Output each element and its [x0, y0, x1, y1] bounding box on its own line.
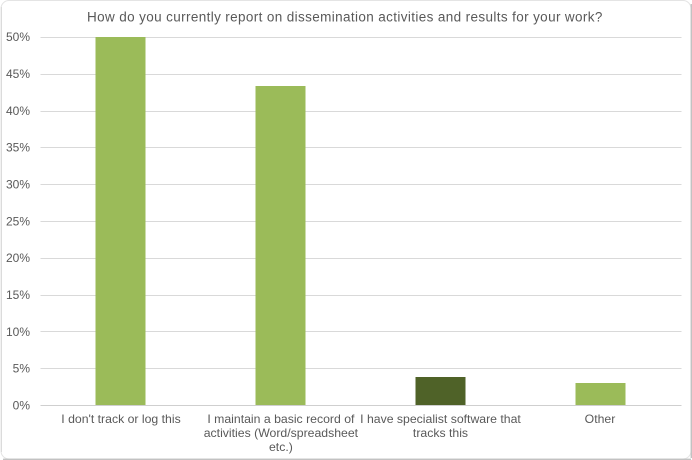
svg-text:40%: 40% — [6, 104, 30, 118]
svg-text:I maintain a basic record of: I maintain a basic record of — [207, 412, 355, 426]
svg-text:How do you currently report on: How do you currently report on dissemina… — [87, 9, 603, 24]
svg-text:0%: 0% — [13, 399, 31, 413]
svg-text:10%: 10% — [6, 325, 30, 339]
svg-text:30%: 30% — [6, 178, 30, 192]
svg-text:25%: 25% — [6, 214, 30, 228]
svg-text:5%: 5% — [13, 362, 31, 376]
svg-text:etc.): etc.) — [269, 440, 293, 454]
svg-text:50%: 50% — [6, 30, 30, 44]
svg-text:I don't track or log this: I don't track or log this — [61, 412, 180, 426]
svg-text:activities (Word/spreadsheet: activities (Word/spreadsheet — [204, 426, 359, 440]
svg-text:20%: 20% — [6, 251, 30, 265]
svg-text:15%: 15% — [6, 288, 30, 302]
svg-text:I have specialist software tha: I have specialist software that — [360, 412, 521, 426]
svg-text:Other: Other — [585, 412, 616, 426]
svg-text:45%: 45% — [6, 67, 30, 81]
svg-text:35%: 35% — [6, 141, 30, 155]
svg-text:tracks this: tracks this — [413, 426, 468, 440]
